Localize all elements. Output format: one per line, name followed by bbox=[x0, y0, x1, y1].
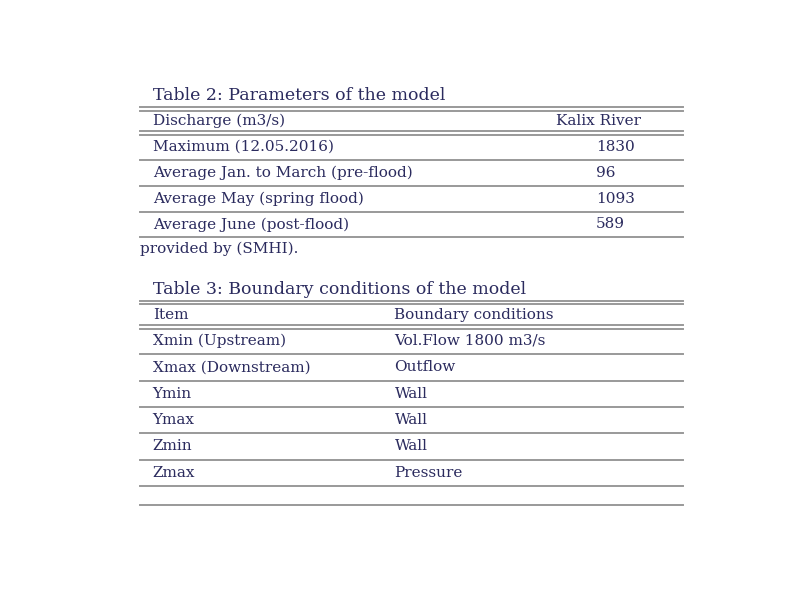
Text: Wall: Wall bbox=[394, 439, 427, 453]
Text: Wall: Wall bbox=[394, 413, 427, 427]
Text: Wall: Wall bbox=[394, 386, 427, 401]
Text: Kalix River: Kalix River bbox=[556, 113, 641, 128]
Text: Average May (spring flood): Average May (spring flood) bbox=[153, 191, 363, 206]
Text: provided by (SMHI).: provided by (SMHI). bbox=[140, 241, 298, 256]
Text: Xmax (Downstream): Xmax (Downstream) bbox=[153, 360, 310, 374]
Text: Average Jan. to March (pre-flood): Average Jan. to March (pre-flood) bbox=[153, 166, 413, 180]
Text: Vol.Flow 1800 m3/s: Vol.Flow 1800 m3/s bbox=[394, 334, 546, 348]
Text: Table 2: Parameters of the model: Table 2: Parameters of the model bbox=[153, 86, 445, 104]
Text: Item: Item bbox=[153, 308, 188, 322]
Text: Pressure: Pressure bbox=[394, 466, 463, 479]
Text: Zmin: Zmin bbox=[153, 439, 192, 453]
Text: Average June (post-flood): Average June (post-flood) bbox=[153, 217, 349, 232]
Text: 589: 589 bbox=[596, 217, 625, 232]
Text: Xmin (Upstream): Xmin (Upstream) bbox=[153, 334, 286, 348]
Text: 1830: 1830 bbox=[596, 140, 634, 154]
Text: 96: 96 bbox=[596, 166, 615, 180]
Text: Maximum (12.05.2016): Maximum (12.05.2016) bbox=[153, 140, 334, 154]
Text: Ymax: Ymax bbox=[153, 413, 194, 427]
Text: Discharge (m3/s): Discharge (m3/s) bbox=[153, 113, 285, 128]
Text: Boundary conditions: Boundary conditions bbox=[394, 308, 554, 322]
Text: Ymin: Ymin bbox=[153, 386, 192, 401]
Text: Table 3: Boundary conditions of the model: Table 3: Boundary conditions of the mode… bbox=[153, 281, 526, 298]
Text: 1093: 1093 bbox=[596, 191, 635, 206]
Text: Zmax: Zmax bbox=[153, 466, 195, 479]
Text: Outflow: Outflow bbox=[394, 360, 456, 374]
